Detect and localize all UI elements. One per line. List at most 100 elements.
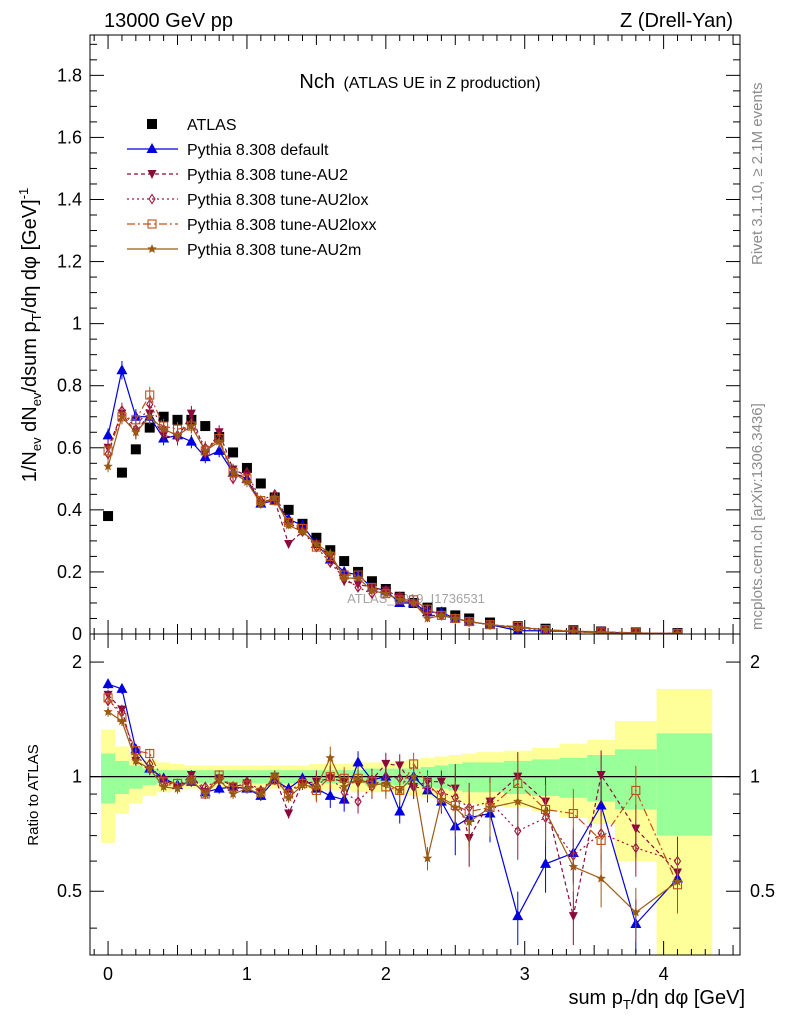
point-au2lox [569,625,577,634]
y-tick-label: 1.8 [57,65,82,85]
series-line-au2m [107,415,678,634]
point-atlas [130,444,141,455]
point-au2m [513,622,523,632]
point-au2m [353,573,363,583]
point-atlas [366,576,377,587]
y-tick-label: 0 [72,624,82,644]
ratio-point-au2m [568,861,579,871]
ratio-point-au2m [450,802,460,812]
ratio-point-au2m [631,907,641,917]
ratio-point-au2m [200,789,210,799]
ratio-line-au2loxx [107,697,679,886]
ratio-y-axis-label: Ratio to ATLAS [25,744,42,845]
y-tick-label: 0.6 [57,438,82,458]
point-au2m [540,624,551,634]
ratio-point-au2m [186,775,197,784]
ratio-point-au2m [422,853,433,863]
ratio-point-au2m [228,789,238,799]
main-y-axis-label: 1/Nev dNev/dsum pT/dη dφ [GeV]-1 [16,188,44,483]
legend-label-au2m: Pythia 8.308 tune-AU2m [187,242,361,259]
x-tick-label: 3 [520,964,530,984]
ratio-point-au2 [381,759,391,769]
ratio-point-au2m [172,783,183,793]
point-atlas [200,421,211,432]
point-au2m [485,619,495,629]
point-au2lox [326,557,334,569]
point-au2m [339,573,349,583]
ratio-point-default [324,789,336,800]
legend-marker-default [146,143,158,153]
ratio-point-au2lox [354,796,362,808]
point-au2m [283,520,294,530]
point-default [213,444,225,455]
point-au2loxx [422,604,433,614]
ratio-point-au2m [367,780,377,790]
ratio-point-au2m [464,817,474,827]
point-au2lox [632,627,640,634]
point-au2 [186,409,196,419]
ratio-point-default [213,782,225,793]
ratio-point-au2loxx [568,808,578,819]
ratio-point-au2m [540,806,551,816]
x-tick-label: 4 [659,964,669,984]
point-au2m [450,613,460,623]
y-tick-label: 0.4 [57,500,82,520]
ratio-point-default [512,910,524,921]
point-au2lox [146,398,154,410]
ratio-point-au2m [131,755,141,765]
ratio-point-default [595,799,607,810]
ratio-point-au2m [145,763,155,773]
point-au2m [242,476,252,486]
ratio-point-au2m [158,781,169,791]
point-atlas [228,447,239,458]
legend-marker-au2 [147,170,157,179]
ratio-y-tick-label-right: 2 [750,652,760,672]
point-au2lox [229,473,237,485]
y-tick-label: 0.2 [57,562,82,582]
point-au2m [568,626,579,634]
ratio-point-au2m [283,792,294,802]
ratio-point-au2m [436,794,447,804]
ratio-point-au2 [395,761,405,771]
ratio-point-au2loxx [145,748,155,759]
ratio-point-au2m [672,876,683,886]
ratio-point-au2m [311,781,322,791]
chart-title-main: Nch [299,71,335,93]
ratio-point-au2 [596,771,606,781]
ratio-point-au2loxx [325,772,335,782]
legend-label-atlas: ATLAS [187,117,237,134]
y-tick-label: 1.6 [57,127,82,147]
point-au2m [631,628,641,634]
point-au2m [256,498,266,508]
ratio-point-default [394,805,406,816]
point-au2m [672,628,683,634]
ratio-point-au2m [485,802,495,812]
band-green [656,733,713,836]
point-au2m [186,421,197,431]
point-au2m [596,627,606,634]
ratio-point-au2m [256,789,266,799]
point-default [116,364,128,375]
point-au2m [270,492,280,502]
rivet-label: Rivet 3.1.10, ≥ 2.1M events [749,83,766,266]
point-au2m [395,594,405,604]
point-au2m [103,461,113,471]
energy-label: 13000 GeV pp [104,10,233,32]
point-au2m [172,430,183,440]
point-default [185,435,197,446]
ratio-point-au2m [103,706,113,716]
chart-title-sub: (ATLAS UE in Z production) [343,75,540,92]
ratio-point-au2m [395,785,405,795]
mcplots-label: mcplots.cern.ch [arXiv:1306.3436] [749,403,766,630]
point-au2m [145,411,155,421]
point-au2m [228,467,238,477]
point-au2m [131,427,141,437]
point-au2m [200,445,210,455]
point-au2 [284,539,294,549]
ratio-y-tick-label-right: 0.5 [750,881,775,901]
point-atlas [116,467,127,478]
ratio-point-au2loxx [631,785,641,795]
point-au2lox [597,626,605,634]
